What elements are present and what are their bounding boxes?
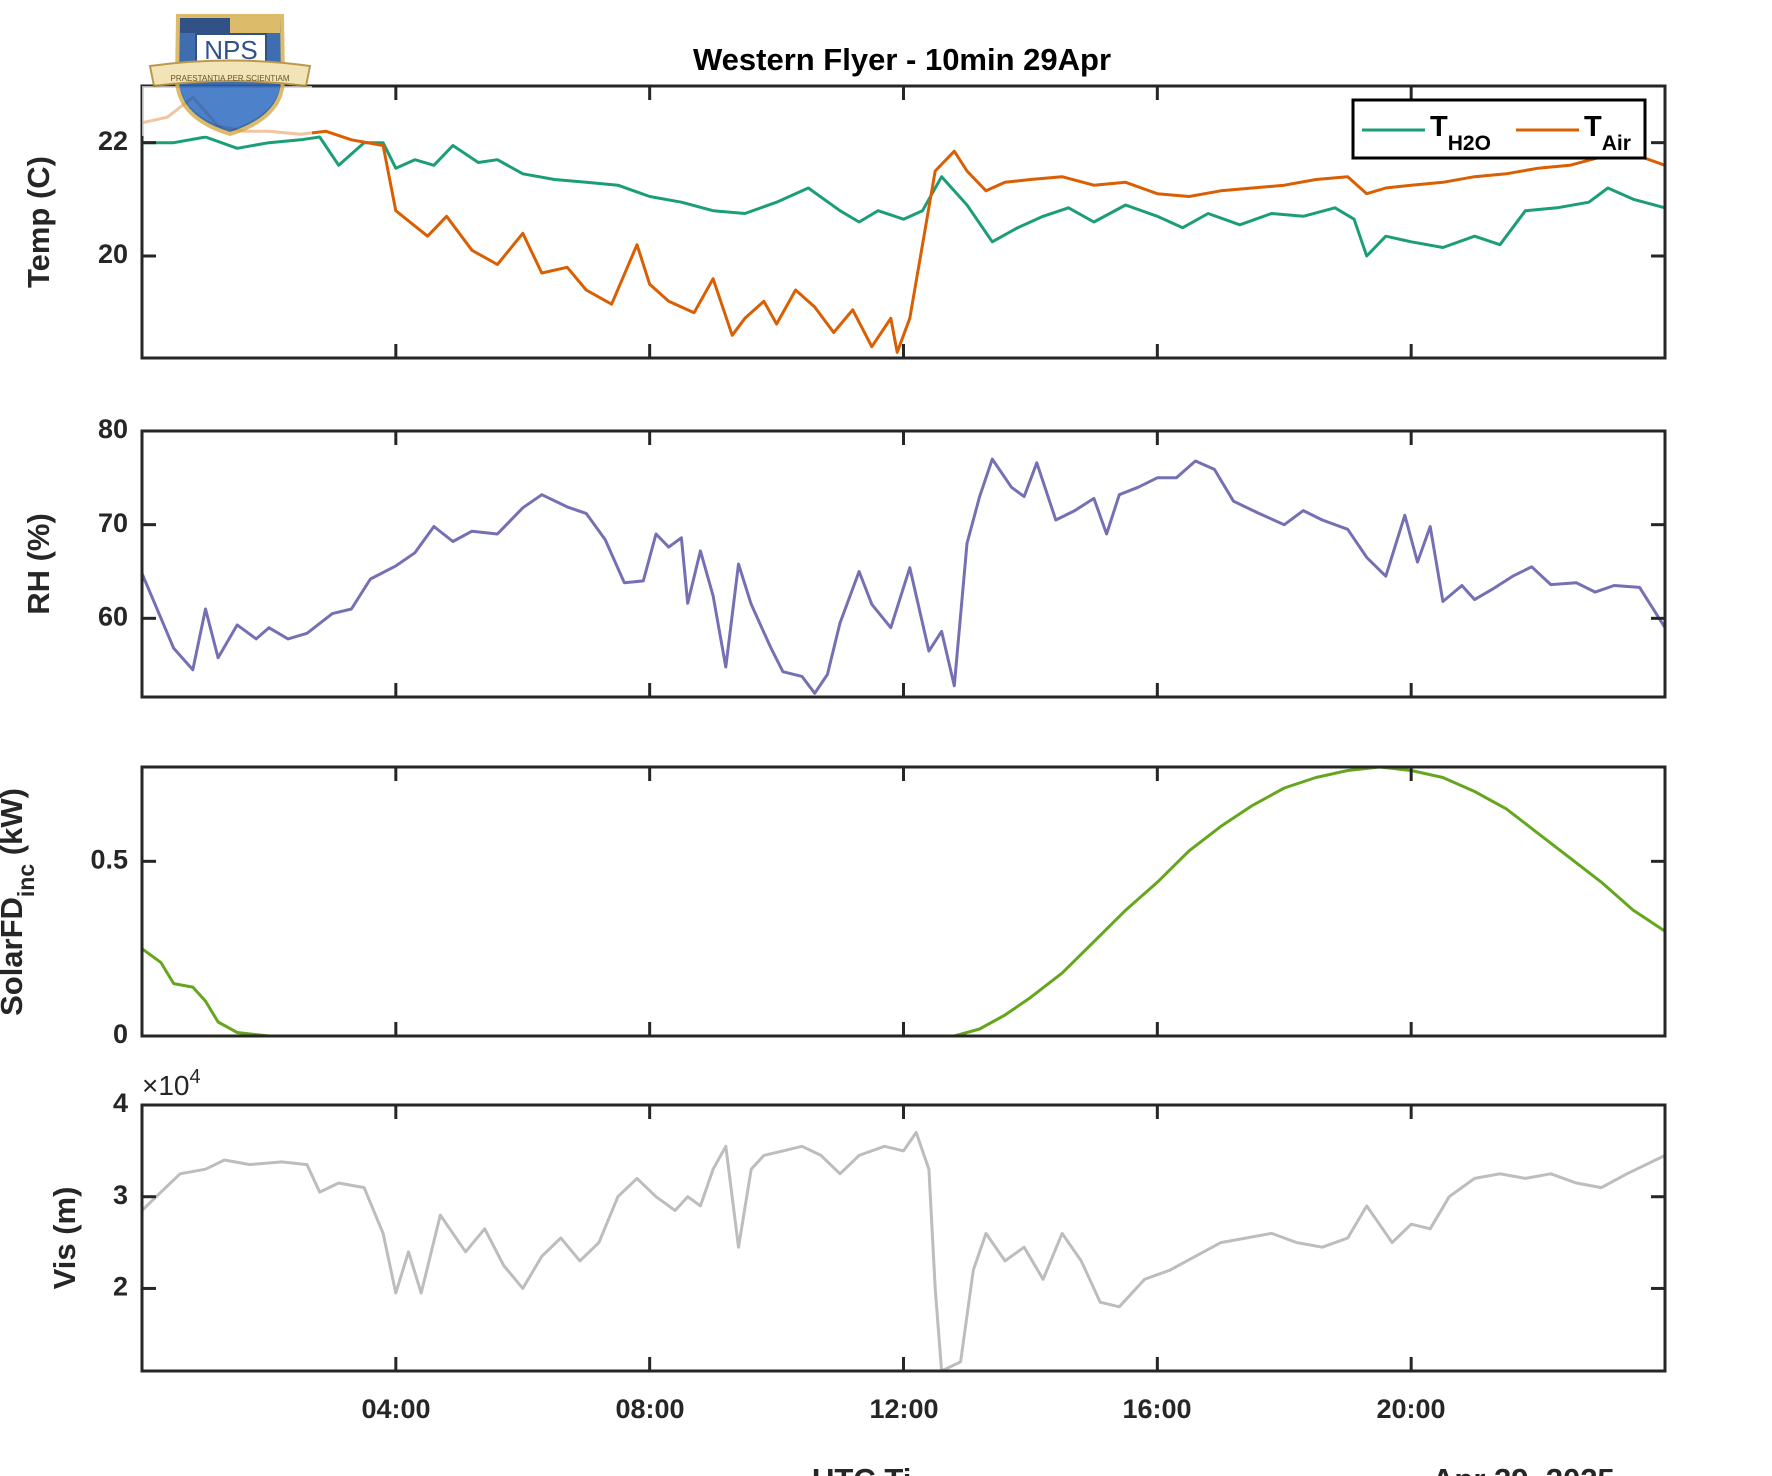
solar-ytick-label-05: 0.5 <box>90 844 128 874</box>
xtick-label-0400: 04:00 <box>361 1394 430 1424</box>
series-line-t-air <box>141 95 1666 354</box>
panel-vis: 2 3 4 ×104 Vis (m) <box>47 1066 1667 1373</box>
panel-temp-yticks <box>142 141 1665 258</box>
rh-ytick-label-60: 60 <box>98 601 128 631</box>
x-axis-label: UTC Ti... <box>812 1462 937 1476</box>
logo-motto: PRAESTANTIA PER SCIENTIAM <box>171 74 290 83</box>
xtick-label-1600: 16:00 <box>1122 1394 1191 1424</box>
series-line-rh <box>140 457 1667 695</box>
panel-rh-yticks <box>142 429 1665 620</box>
xtick-label-2000: 20:00 <box>1376 1394 1445 1424</box>
temp-ylabel: Temp (C) <box>21 156 56 288</box>
solar-ylabel-sub: inc <box>13 864 39 897</box>
solar-ylabel-suffix: (kW) <box>0 788 29 864</box>
panel-vis-lines <box>140 1131 1666 1373</box>
temp-ytick-label-22: 22 <box>98 126 128 156</box>
panel-temp-xticks <box>394 86 1413 358</box>
temp-ytick-label-20: 20 <box>98 239 128 269</box>
legend-air-sub: Air <box>1602 132 1631 155</box>
nps-logo: NPS PRAESTANTIA PER SCIENTIAM <box>142 14 312 137</box>
series-line-vis <box>140 1131 1666 1373</box>
chart-title: Western Flyer - 10min 29Apr <box>693 42 1111 77</box>
panel-solar-frame <box>140 765 1667 1038</box>
panel-solar-yticks <box>142 859 1665 1038</box>
logo-banner <box>148 59 312 88</box>
rh-ytick-label-80: 80 <box>98 414 128 444</box>
panel-solar: 0 0.5 SolarFDinc (kW) <box>0 765 1667 1049</box>
series-line-t-h2o <box>142 135 1666 258</box>
xtick-label-0800: 08:00 <box>615 1394 684 1424</box>
vis-ytick-label-3: 3 <box>113 1180 128 1210</box>
panel-vis-yticks <box>142 1103 1665 1290</box>
legend-h2o-main: T <box>1430 111 1448 143</box>
panel-temp: 20 22 Temp (C) TH2O TAir <box>21 84 1667 360</box>
xtick-label-1200: 12:00 <box>869 1394 938 1424</box>
solar-ylabel-main: SolarFD <box>0 897 29 1016</box>
vis-exponent-power: 4 <box>190 1066 201 1088</box>
x-axis-date: Apr 29, 2025 <box>1432 1462 1615 1476</box>
panel-vis-frame <box>140 1103 1667 1373</box>
rh-ytick-label-70: 70 <box>98 508 128 538</box>
panel-vis-xticks <box>394 1105 1413 1371</box>
legend-h2o-sub: H2O <box>1448 132 1491 155</box>
logo-shield-gold-quarter <box>230 18 280 33</box>
vis-exponent-base: ×10 <box>142 1070 190 1101</box>
rh-ylabel: RH (%) <box>21 513 56 615</box>
vis-exponent-label: ×104 <box>142 1066 201 1101</box>
solar-ylabel: SolarFDinc (kW) <box>0 788 39 1016</box>
vis-ytick-label-4: 4 <box>113 1088 128 1118</box>
legend-air-main: T <box>1584 111 1602 143</box>
temp-legend: TH2O TAir <box>1351 98 1647 160</box>
series-line-solarfd-inc <box>141 765 1666 1038</box>
vis-ytick-label-2: 2 <box>113 1272 128 1302</box>
panel-rh-xticks <box>394 431 1413 697</box>
vis-ylabel: Vis (m) <box>47 1187 82 1290</box>
panel-rh-lines <box>140 457 1667 695</box>
panel-solar-lines <box>141 765 1666 1038</box>
legend-air-label: TAir <box>1584 111 1631 155</box>
panel-solar-xticks <box>394 767 1413 1036</box>
legend-h2o-label: TH2O <box>1430 111 1491 155</box>
solar-ytick-label-0: 0 <box>113 1019 128 1049</box>
x-tick-labels: 04:00 08:00 12:00 16:00 20:00 <box>361 1394 1445 1424</box>
panel-rh: 60 70 80 RH (%) <box>21 414 1667 699</box>
panel-temp-lines <box>141 95 1666 354</box>
logo-shield-rays <box>180 86 280 130</box>
temp-legend-box <box>1351 98 1647 160</box>
